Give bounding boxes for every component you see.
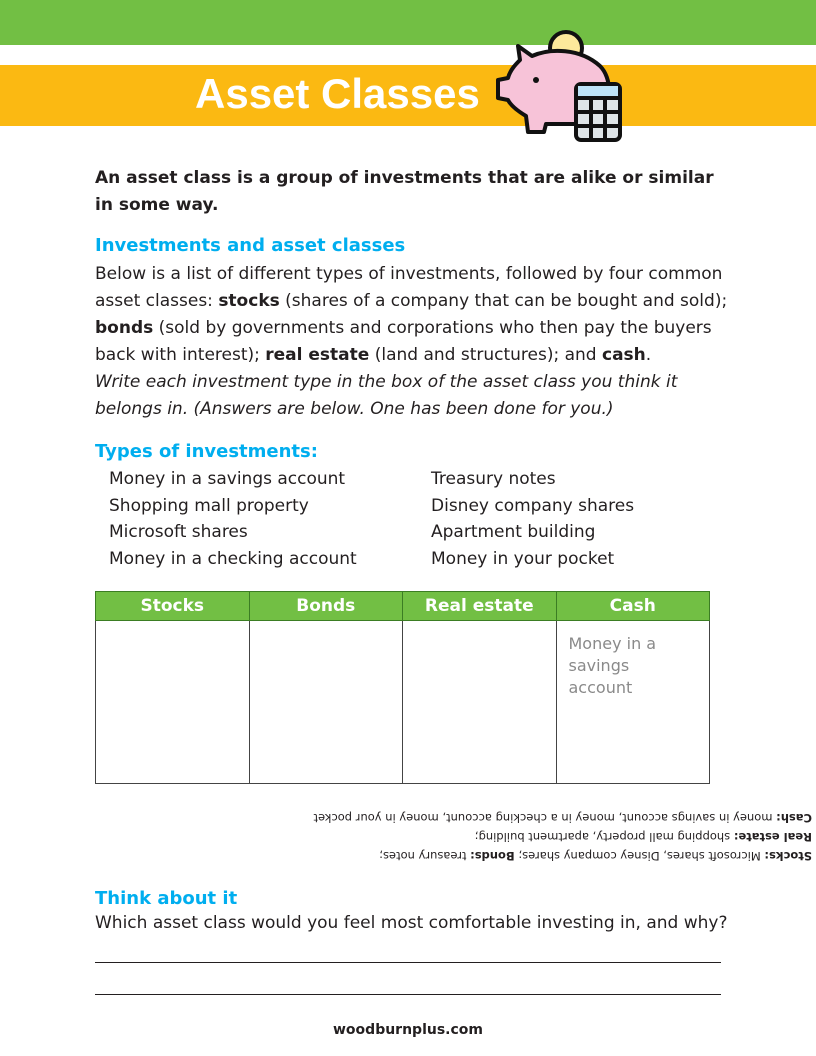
types-heading: Types of investments:: [95, 441, 318, 462]
list-item: Disney company shares: [431, 495, 635, 516]
answer-line[interactable]: [95, 994, 721, 995]
instructions: Write each investment type in the box of…: [95, 372, 678, 419]
list-item: Shopping mall property: [109, 495, 309, 516]
title-banner: [0, 65, 816, 126]
cell-real-estate[interactable]: [402, 620, 557, 784]
list-item: Apartment building: [431, 522, 596, 542]
list-item: Money in a savings account: [109, 469, 346, 489]
page-title: Asset Classes: [195, 70, 480, 117]
think-question: Which asset class would you feel most co…: [95, 913, 728, 933]
header-stocks: Stocks: [95, 591, 250, 621]
answer-line[interactable]: [95, 962, 721, 963]
header-bonds: Bonds: [248, 591, 403, 621]
top-green-bar: [0, 0, 816, 45]
cell-cash[interactable]: Money in a savings account: [555, 620, 710, 784]
piggy-bank-calculator-icon: [496, 30, 622, 142]
asset-class-table: Stocks Bonds Real estate Cash Money in a…: [95, 591, 710, 784]
section-paragraph: Below is a list of different types of in…: [95, 264, 728, 419]
think-heading: Think about it: [95, 888, 238, 909]
upside-down-answers: Stocks: Microsoft shares, Disney company…: [313, 811, 812, 863]
list-item: Treasury notes: [431, 469, 556, 489]
types-list-left: Money in a savings account Shopping mall…: [109, 466, 357, 572]
list-item: Money in a checking account: [109, 548, 357, 569]
list-item: Microsoft shares: [109, 522, 248, 542]
cell-bonds[interactable]: [248, 620, 403, 784]
intro-text: An asset class is a group of investments…: [95, 168, 714, 215]
list-item: Money in your pocket: [431, 548, 615, 569]
section-heading-investments: Investments and asset classes: [95, 235, 406, 256]
cell-stocks[interactable]: [95, 620, 250, 784]
types-list-right: Treasury notes Disney company shares Apa…: [431, 466, 634, 572]
footer-url: woodburnplus.com: [333, 1022, 483, 1038]
header-cash: Cash: [555, 591, 710, 621]
header-real-estate: Real estate: [402, 591, 557, 621]
